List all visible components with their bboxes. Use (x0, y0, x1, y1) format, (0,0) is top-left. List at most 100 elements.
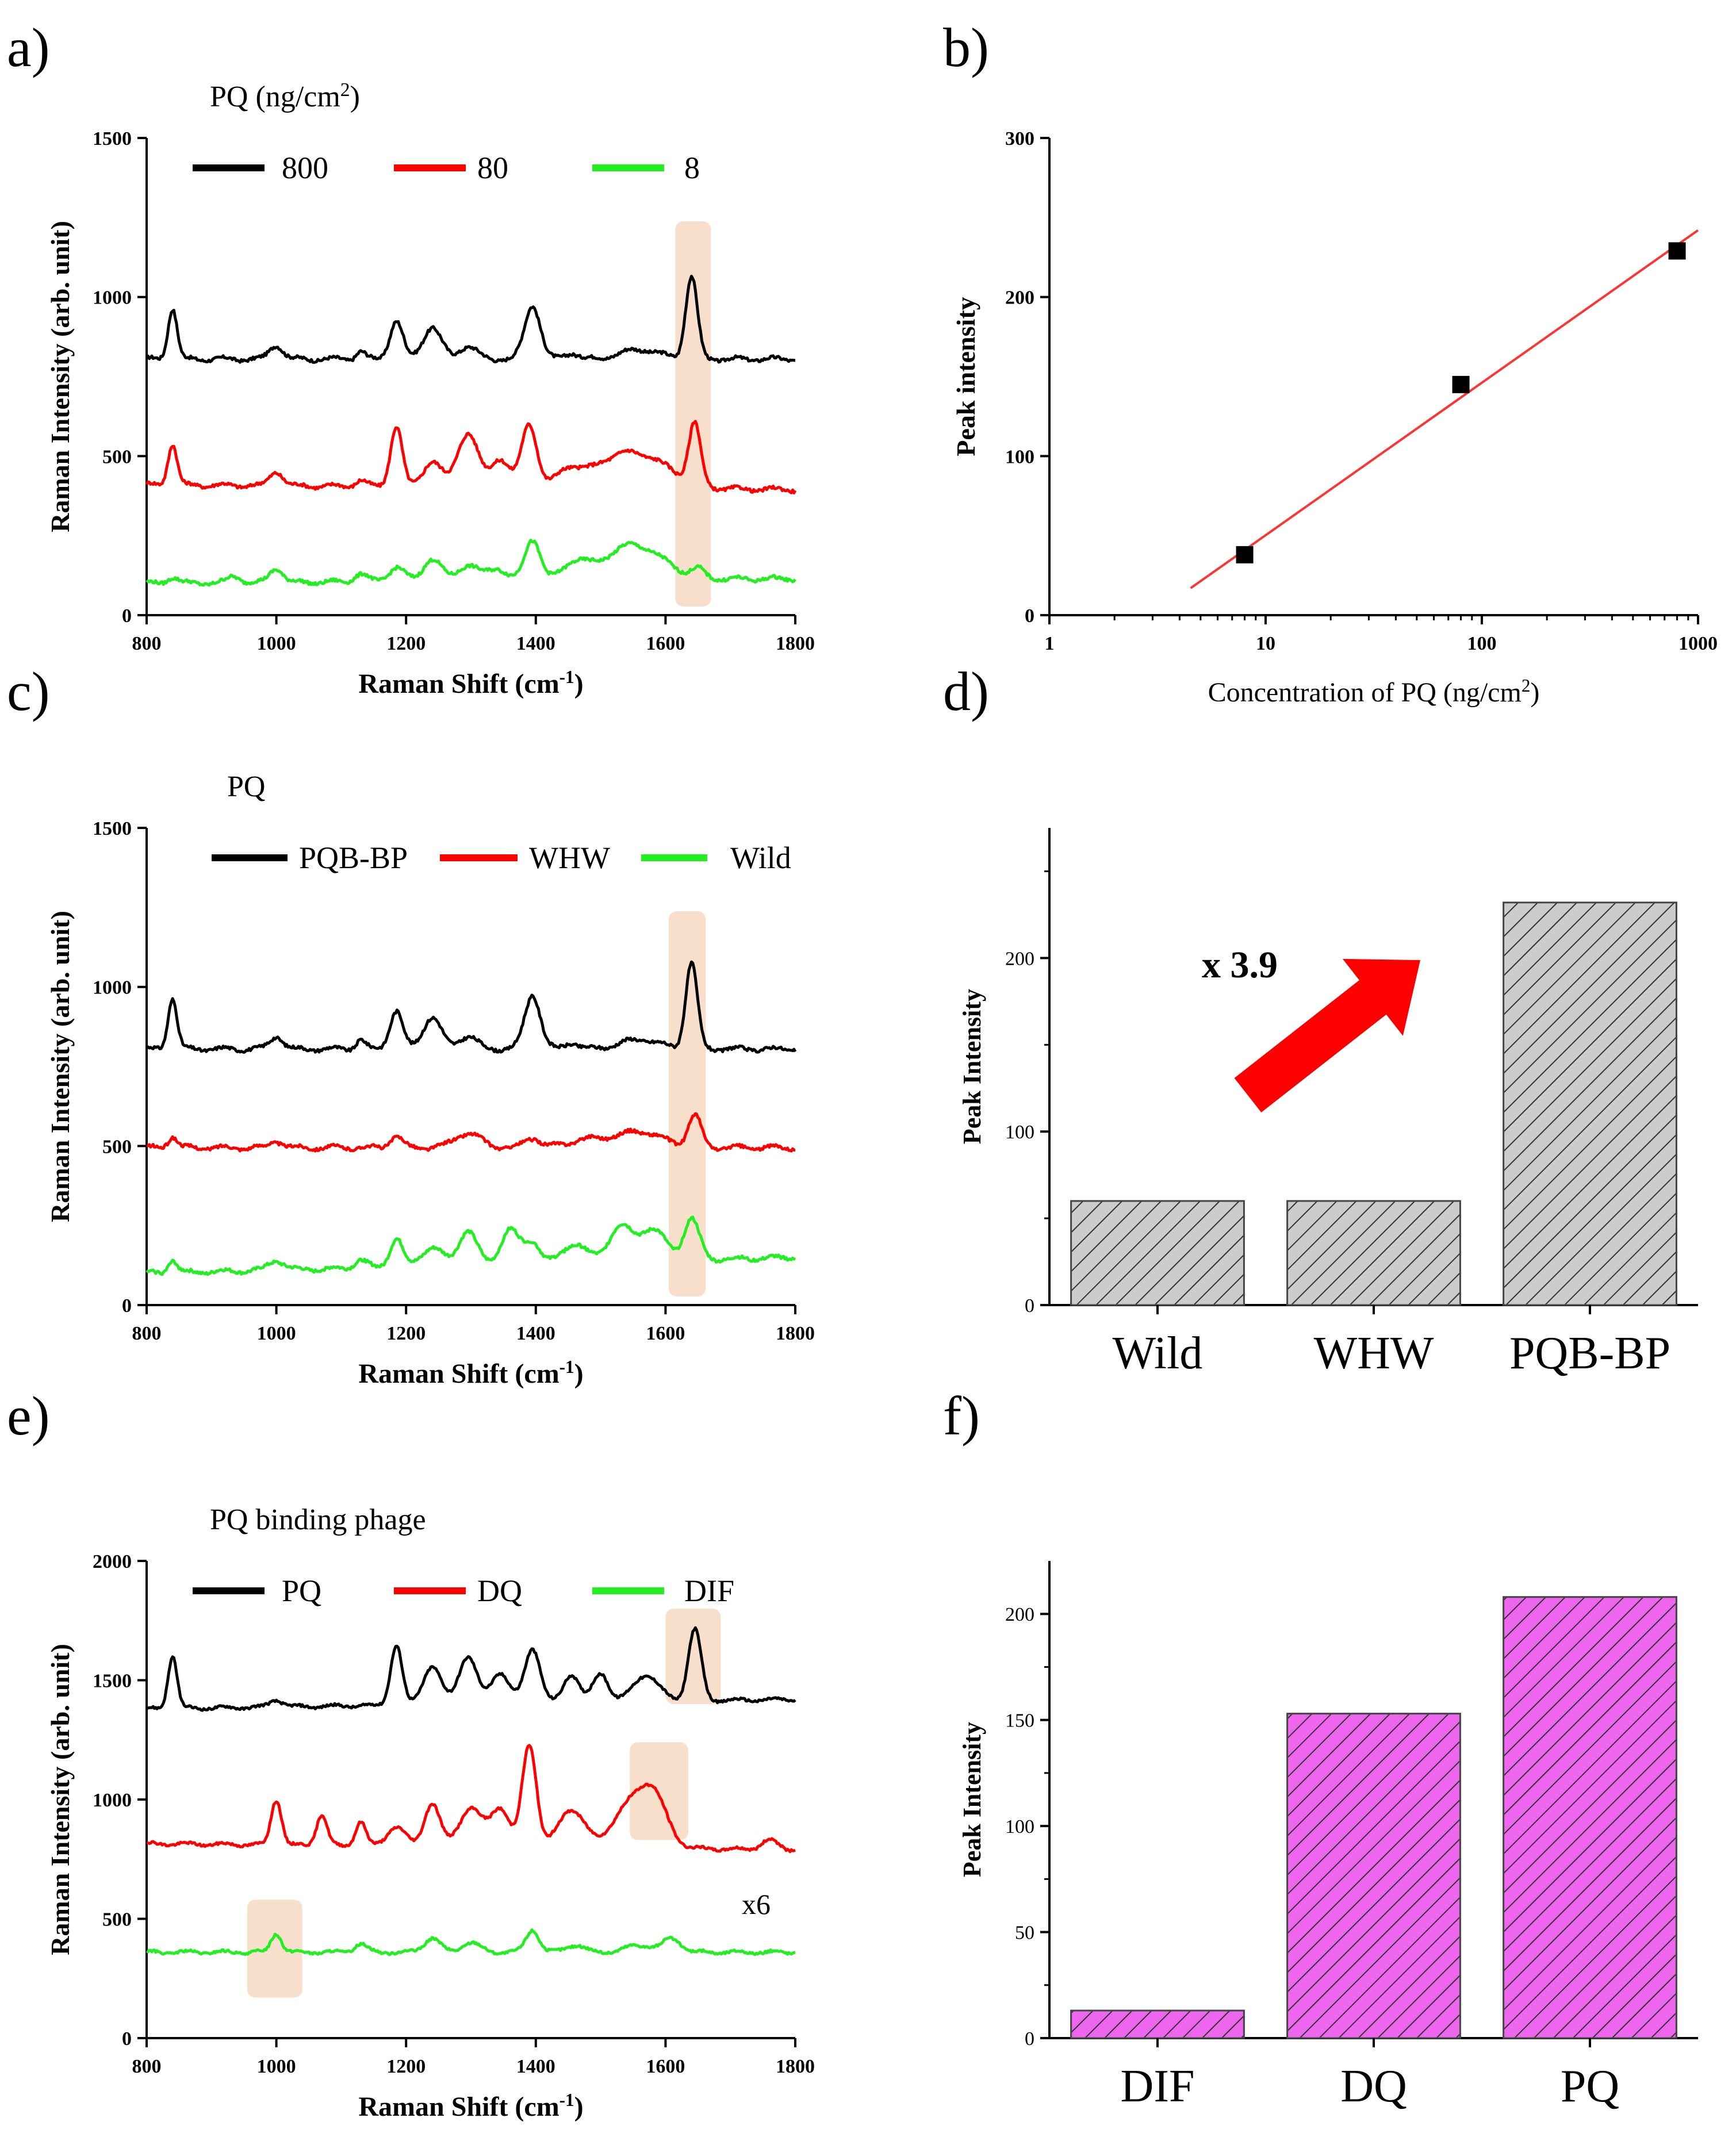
legend-title: PQ (227, 770, 265, 803)
x-tick-label: 1400 (516, 633, 555, 654)
x-category-label: Wild (1113, 1328, 1203, 1379)
x-category-label: DQ (1340, 2061, 1407, 2112)
fold-annotation: x 3.9 (1202, 944, 1278, 986)
y-tick-label: 500 (102, 446, 132, 467)
highlight-box (665, 1609, 721, 1704)
y-axis-label: Raman Intensity (arb. unit) (45, 221, 75, 532)
y-tick-label: 500 (102, 1136, 132, 1157)
chart-a-raman-concentration: 800 1000 1200 1400 1600 1800 0 500 1000 1500 Raman… (45, 79, 815, 699)
series-line-wild (145, 1215, 796, 1276)
data-point (1236, 546, 1254, 563)
legend-title: PQ (ng/cm2) (210, 79, 360, 113)
series-line-800 (146, 274, 796, 364)
bar-pq (1503, 1596, 1677, 2039)
x-tick-label: 1 (1045, 633, 1055, 654)
y-tick-label: 150 (1005, 1710, 1034, 1732)
y-axis-label: Peak Intensity (958, 1722, 986, 1877)
y-axis-label: Raman Intensity (arb. unit) (45, 1644, 75, 1955)
x-category-label: PQ (1561, 2061, 1619, 2112)
series-line-80 (145, 420, 797, 494)
x-axis-label-base: Raman Shift (cm (358, 2092, 559, 2122)
legend-label: DQ (477, 1574, 522, 1608)
legend-label: PQ (282, 1574, 321, 1608)
highlight-box (669, 911, 706, 1296)
legend-label: Wild (730, 841, 791, 875)
panel-label-d: d) (943, 661, 989, 722)
x-axis-label-end: ) (574, 669, 584, 699)
series-line-pq (145, 1626, 796, 1712)
data-point (1668, 242, 1686, 260)
legend-title: PQ binding phage (210, 1503, 426, 1536)
legend-title-base: PQ (ng/cm (210, 80, 340, 113)
y-tick-label: 2000 (93, 1551, 132, 1572)
bar-dif (1070, 2009, 1245, 2039)
y-tick-label: 0 (1025, 605, 1034, 627)
x-tick-label: 1200 (386, 1323, 426, 1344)
y-tick-label: 0 (122, 1295, 132, 1317)
fold-arrow (1234, 958, 1421, 1112)
series-line-whw (146, 1112, 796, 1153)
y-axis-label: Peak intensity (951, 297, 980, 456)
fold-arrow-shape (1234, 958, 1421, 1112)
chart-c-raman-phage: 800 1000 1200 1400 1600 1800 0 500 1000 1500 Raman… (45, 770, 815, 1389)
legend-label: DIF (684, 1574, 734, 1608)
x-category-label: WHW (1314, 1328, 1434, 1379)
panel-label-f: f) (943, 1385, 980, 1447)
x-tick-label: 1000 (257, 633, 296, 654)
x-axis-label-sup: -1 (559, 1357, 574, 1377)
x-axis-label-end: ) (574, 1359, 584, 1389)
panel-label-b: b) (943, 17, 989, 78)
legend-label: PQB-BP (299, 841, 408, 875)
scale-annotation: x6 (742, 1888, 771, 1920)
legend-label: 8 (684, 151, 700, 185)
x-axis-label-sup: 2 (1522, 676, 1531, 696)
x-axis-label: Raman Shift (cm-1) (358, 1357, 583, 1389)
y-tick-label: 100 (1005, 1122, 1034, 1143)
x-tick-label: 1000 (1678, 633, 1718, 654)
y-tick-label: 1500 (93, 818, 132, 839)
y-tick-label: 0 (122, 2028, 132, 2050)
x-tick-label: 1200 (386, 633, 426, 654)
x-tick-label: 1800 (776, 1323, 815, 1344)
x-tick-label: 1600 (646, 2056, 685, 2077)
bar-wild (1070, 1200, 1245, 1306)
y-tick-label: 50 (1015, 1923, 1034, 1944)
x-tick-label: 800 (132, 1323, 162, 1344)
y-tick-label: 200 (1005, 948, 1034, 969)
y-tick-label: 100 (1005, 1816, 1034, 1837)
y-tick-label: 0 (122, 605, 132, 627)
chart-e-raman-binding: 800 1000 1200 1400 1600 1800 0 500 1000 1500 2000 R… (45, 1503, 815, 2122)
x-tick-label: 10 (1256, 633, 1275, 654)
series-line-dq (146, 1744, 796, 1854)
y-tick-label: 0 (1025, 2028, 1034, 2050)
x-tick-label: 1800 (776, 2056, 815, 2077)
x-axis-label: Raman Shift (cm-1) (358, 2090, 583, 2122)
chart-b-calibration: 1 10 100 1000 0 100 200 300 Concentration of PQ … (951, 128, 1718, 708)
x-axis-label-base: Raman Shift (cm (358, 1359, 559, 1389)
chart-d-bar-phage: 0 100 200 Peak Intensity Wild WHW PQB-BP x 3.9 (958, 828, 1698, 1379)
y-tick-label: 0 (1025, 1295, 1034, 1317)
x-axis-label-base: Concentration of PQ (ng/cm (1208, 677, 1522, 708)
x-tick-label: 1200 (386, 2056, 426, 2077)
series-line-pqb-bp (145, 960, 797, 1054)
x-tick-label: 1400 (516, 2056, 555, 2077)
x-tick-label: 800 (132, 633, 162, 654)
y-tick-label: 1000 (93, 977, 132, 999)
series-line-8 (145, 539, 796, 587)
fit-line (1190, 229, 1699, 589)
legend-label: 800 (282, 151, 328, 185)
legend-title-end: ) (350, 80, 360, 113)
y-tick-label: 1500 (93, 128, 132, 149)
highlight-box (630, 1742, 688, 1840)
highlight-box (247, 1900, 302, 1998)
x-axis-label-base: Raman Shift (cm (358, 669, 559, 699)
y-tick-label: 500 (102, 1909, 132, 1931)
x-axis-label-end: ) (1530, 677, 1539, 708)
x-axis-label-end: ) (574, 2092, 584, 2122)
y-tick-label: 1000 (93, 1790, 132, 1811)
x-tick-label: 800 (132, 2056, 162, 2077)
series-line-dif (145, 1928, 796, 1956)
x-category-label: PQB-BP (1509, 1328, 1670, 1379)
legend-title-sup: 2 (340, 79, 350, 101)
